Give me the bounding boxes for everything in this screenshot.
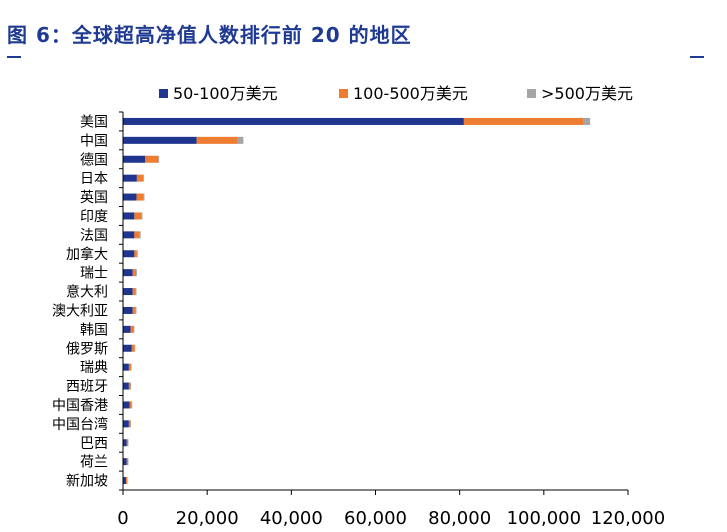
legend-swatch-1 [159,89,168,98]
bar-8-series-1 [123,250,135,258]
bar-3-series-3 [158,155,160,163]
bar-3-series-2 [145,155,159,163]
bar-18-series-1 [123,439,127,447]
bar-2-series-1 [123,136,197,144]
category-label-14: 瑞典 [80,360,108,376]
legend-swatch-2 [339,89,348,98]
bar-2-series-3 [237,136,244,144]
title-underline-left [7,56,21,58]
category-label-19: 荷兰 [80,455,108,471]
category-label-15: 西班牙 [66,379,108,395]
bar-5-series-3 [143,193,145,201]
bar-5-series-2 [136,193,144,201]
bar-7-series-1 [123,231,135,239]
bar-11-series-1 [123,306,133,314]
bar-19-series-2 [126,458,129,466]
category-label-2: 中国 [80,133,108,149]
legend-label-2: 100-500万美元 [353,84,468,103]
bar-20-series-1 [123,477,126,485]
category-label-1: 美国 [80,114,108,130]
bar-6-series-3 [141,212,143,220]
x-tick-label-3: 60,000 [344,508,407,529]
bar-8-series-2 [134,250,137,258]
category-label-8: 加拿大 [66,246,108,263]
bar-11-series-3 [135,306,137,314]
x-tick-label-6: 120,000 [591,508,665,529]
bar-1-series-1 [123,117,464,125]
bar-4-series-3 [143,174,145,182]
bar-6-series-2 [134,212,142,220]
legend-label-1: 50-100万美元 [173,84,278,103]
bar-2-series-2 [196,136,238,144]
bar-10-series-1 [123,288,133,296]
bar-1-series-2 [463,117,584,125]
bar-4-series-1 [123,174,137,182]
category-label-12: 韩国 [80,322,108,338]
bar-14-series-2 [128,363,131,371]
category-label-4: 日本 [80,171,108,187]
bar-9-series-2 [132,269,137,277]
chart-title: 图 6：全球超高净值人数排行前 20 的地区 [7,23,412,47]
category-label-13: 俄罗斯 [66,341,108,357]
legend-swatch-3 [527,89,536,98]
x-tick-label-2: 40,000 [260,508,323,529]
bar-11-series-2 [132,306,136,314]
category-label-18: 巴西 [80,436,108,452]
bar-6-series-1 [123,212,135,220]
bar-17-series-1 [123,420,129,428]
bar-16-series-2 [129,401,132,409]
legend-label-3: >500万美元 [541,84,633,103]
category-label-5: 英国 [80,189,108,206]
category-label-6: 印度 [80,209,108,225]
category-label-9: 瑞士 [80,266,108,282]
bar-12-series-1 [123,325,131,333]
bar-4-series-2 [136,174,144,182]
bar-9-series-3 [136,269,137,277]
category-label-10: 意大利 [66,284,108,301]
bar-9-series-1 [123,269,133,277]
x-tick-label-5: 100,000 [507,508,581,529]
bar-8-series-3 [136,250,138,258]
category-label-3: 德国 [80,152,108,168]
bar-7-series-2 [134,231,140,239]
bar-19-series-1 [123,458,127,466]
bar-1-series-3 [583,117,591,125]
bar-15-series-1 [123,382,129,390]
x-tick-label-0: 0 [117,508,128,529]
bar-13-series-1 [123,344,132,352]
category-label-7: 法国 [80,228,108,244]
bar-15-series-2 [128,382,131,390]
bar-5-series-1 [123,193,137,201]
x-tick-label-1: 20,000 [176,508,239,529]
bar-20-series-2 [125,477,128,485]
category-label-20: 新加坡 [66,474,108,490]
bar-13-series-2 [131,344,135,352]
bar-12-series-2 [130,325,134,333]
bar-14-series-1 [123,363,129,371]
bar-18-series-2 [126,439,129,447]
bar-17-series-2 [128,420,131,428]
bar-7-series-3 [139,231,141,239]
category-label-16: 中国香港 [52,398,108,414]
category-label-11: 澳大利亚 [52,303,108,319]
bar-3-series-1 [123,155,146,163]
bar-16-series-1 [123,401,130,409]
category-label-17: 中国台湾 [52,416,108,433]
bar-10-series-2 [132,288,136,296]
title-underline-right [690,56,704,58]
bar-10-series-3 [135,288,137,296]
x-tick-label-4: 80,000 [428,508,491,529]
